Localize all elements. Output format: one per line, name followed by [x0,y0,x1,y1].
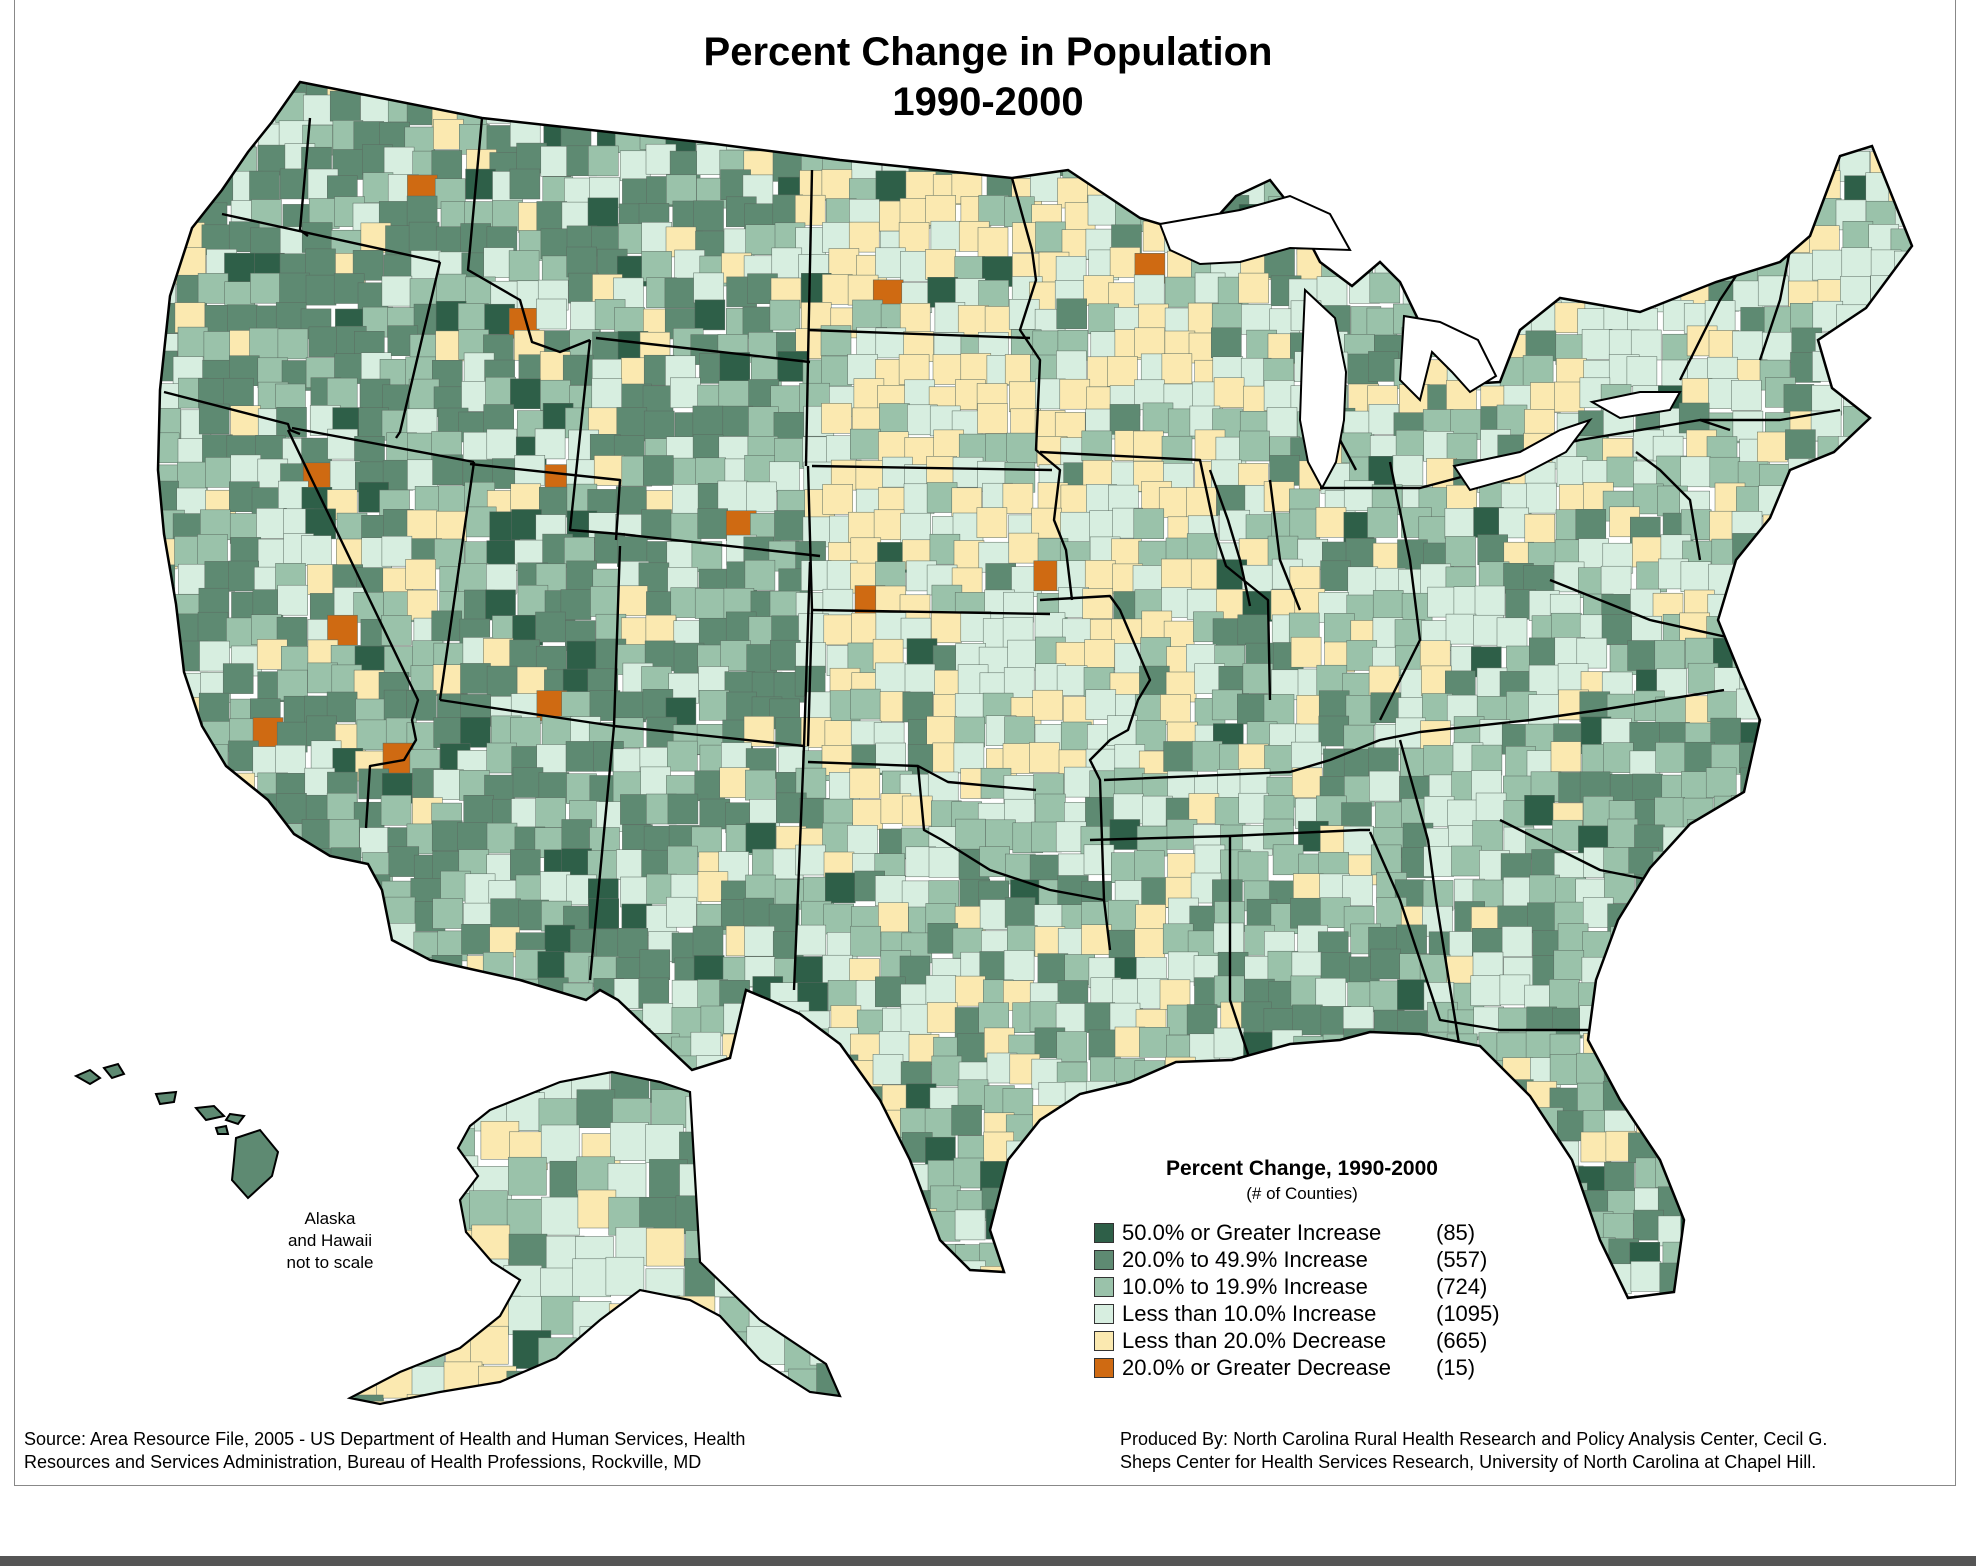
state-boundaries [163,117,1841,1061]
legend-item: 50.0% or Greater Increase (85) [1082,1219,1522,1246]
legend-label: 20.0% to 49.9% Increase [1122,1247,1368,1272]
legend-count: (665) [1436,1328,1488,1353]
source-line: Source: Area Resource File, 2005 - US De… [24,1429,746,1449]
legend-title: Percent Change, 1990-2000 [1166,1157,1438,1180]
legend-label: Less than 10.0% Increase [1122,1301,1377,1326]
source-line: Resources and Services Administration, B… [24,1452,702,1472]
legend-swatch [1094,1331,1114,1351]
legend-swatch [1094,1223,1114,1243]
source-credit: Source: Area Resource File, 2005 - US De… [24,1428,924,1474]
legend-label: 50.0% or Greater Increase [1122,1220,1382,1245]
legend-item: Less than 10.0% Increase (1095) [1082,1300,1522,1327]
alaska-map [348,1070,842,1406]
producer-line: Produced By: North Carolina Rural Health… [1120,1429,1828,1449]
map-legend: Percent Change, 1990-2000 (# of Counties… [1082,1155,1522,1381]
inset-note: Alaska and Hawaii not to scale [270,1208,390,1274]
map-frame [14,0,1956,1486]
legend-item: 20.0% to 49.9% Increase (557) [1082,1246,1522,1273]
legend-count: (85) [1436,1220,1476,1245]
legend-count: (15) [1436,1355,1476,1380]
great-lakes [1158,194,1682,492]
legend-item: 20.0% or Greater Decrease (15) [1082,1354,1522,1381]
producer-line: Sheps Center for Health Services Researc… [1120,1452,1817,1472]
map-subtitle: 1990-2000 [892,80,1084,124]
legend-swatch [1094,1358,1114,1378]
window-bottom-bar [0,1556,1976,1566]
producer-credit: Produced By: North Carolina Rural Health… [1120,1428,1960,1474]
legend-swatch [1094,1250,1114,1270]
hawaii-islands [73,1062,280,1200]
legend-count: (724) [1436,1274,1488,1299]
legend-swatch [1094,1277,1114,1297]
legend-label: Less than 20.0% Decrease [1122,1328,1387,1353]
map-title: Percent Change in Population [703,30,1273,74]
inset-note-line: and Hawaii [287,1231,373,1250]
legend-swatch [1094,1304,1114,1324]
legend-item: Less than 20.0% Decrease (665) [1082,1327,1522,1354]
legend-subtitle: (# of Counties) [1246,1184,1358,1203]
inset-note-line: Alaska [304,1209,356,1228]
legend-count: (557) [1436,1247,1488,1272]
inset-note-line: not to scale [286,1253,374,1272]
legend-item: 10.0% to 19.9% Increase (724) [1082,1273,1522,1300]
legend-label: 20.0% or Greater Decrease [1122,1355,1392,1380]
legend-label: 10.0% to 19.9% Increase [1122,1274,1368,1299]
legend-count: (1095) [1436,1301,1500,1326]
